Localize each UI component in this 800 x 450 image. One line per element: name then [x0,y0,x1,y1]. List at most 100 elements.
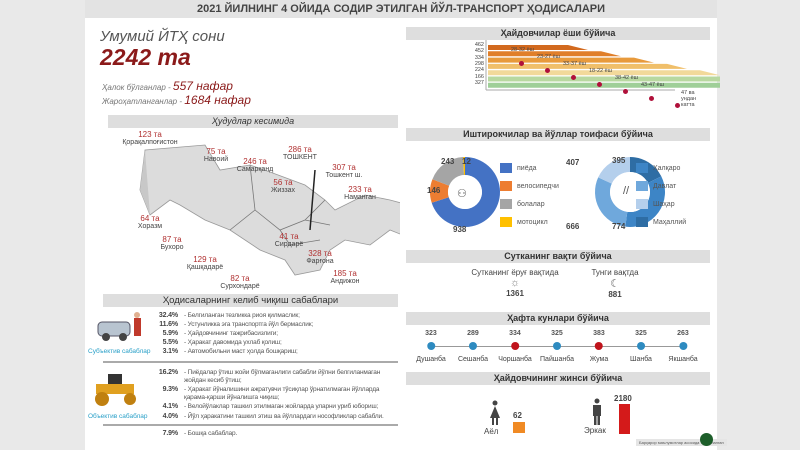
weekday-point: 383 Жума [590,330,609,363]
people-icon: ⚇ [457,188,467,200]
age-y-label: 327 [474,79,484,86]
age-band [488,57,654,63]
legend-swatch [500,217,512,227]
legend-swatch [636,199,648,209]
region-bukhara: 87 та Бухоро [160,235,184,252]
weekday-point: 325 Пайшанба [540,330,574,363]
age-y-label: 298 [474,60,484,67]
male-label: Эркак [584,426,606,435]
total-label: Умумий ЙТҲ сони [100,28,225,45]
donut-slice [625,176,665,227]
age-point [571,75,576,80]
legend-item: пиёда [500,163,537,173]
cause-row: 5.9% - Ҳайдовчининг тажрибасизлиги; [162,330,278,337]
killed-label: Ҳалок бўлганлар - [102,83,173,92]
regions-header: Ҳудудлар кесимида [108,115,398,128]
uzbekistan-map [139,144,400,276]
daytime-label: Сутканинг ёруғ вақтида [471,268,559,277]
weekday-name: Шанба [630,356,652,363]
age-group-label: 28-32 ёш [511,47,535,53]
weekday-count: 325 [551,330,563,337]
age-group-label: 38-42 ёш [615,75,639,81]
weekday-point: 323 Душанба [416,330,446,363]
night-value: 881 [608,290,622,299]
weekday-point: 289 Сешанба [458,330,488,363]
legend-label: болалар [517,200,545,208]
donut-value: 146 [427,186,441,195]
region-tashkent: 286 та ТОШКЕНТ [283,145,317,162]
legend-swatch [636,181,648,191]
gender-header: Ҳайдовчининг жинси бўйича [406,372,710,385]
age-y-label: 334 [474,54,484,61]
page-title: 2021 ЙИЛНИНГ 4 ОЙИДА СОДИР ЭТИЛГАН ЙЎЛ-Т… [85,0,717,18]
legend-swatch [636,163,648,173]
age-group-label: 43-47 ёш [641,82,665,88]
age-y-label: 462 [474,42,484,48]
region-syrdarya: 41 та Сирдарё [274,232,304,249]
divider [103,361,398,363]
age-y-label: 224 [474,67,484,74]
weekday-name: Сешанба [457,356,489,363]
cause-row: 4.0% - Йўл ҳаракатини ташкил этиш ва йўлл… [162,412,384,420]
objective-label: Объектив сабаблар [88,413,148,420]
legend-label: Давлат [653,182,677,190]
age-band [488,82,720,88]
donut-value: 12 [462,157,471,166]
age-band [488,63,687,69]
objective-causes-list: 16.2% - Пиёдалар ўтиш жойи бўлмаганлиги с… [103,369,399,438]
age-chart [485,40,720,91]
cause-row: 9.3% - Ҳаракат йўналишини ажратувчи тўсиқ… [162,386,380,401]
age-header: Ҳайдовчилар ёши бўйича [406,27,710,40]
emblem-logo [700,433,713,446]
causes-header: Ҳодисаларнинг келиб чиқиш сабаблари [103,294,398,307]
weekday-name: Пайшанба [540,356,574,363]
legend-swatch [636,217,648,227]
weekday-dot [678,342,687,350]
donut-slice [598,157,630,184]
weekday-point: 334 Чоршанба [498,330,532,363]
injured-value: 1684 нафар [184,93,251,107]
legend-item: мотоцикл [500,217,548,227]
cause-row: 4.1% - Велойўлаклар ташкил этилмаган жойл… [162,403,379,410]
weekday-name: Якшанба [668,356,698,363]
region-kashkadarya: 129 та Қашқадарё [186,255,224,272]
donut-value: 666 [566,222,580,231]
weekday-count: 383 [593,330,605,337]
legend-label: Маҳаллий [653,218,687,226]
weekday-dot [552,342,561,350]
sun-icon: ☼ [509,277,521,289]
daytime-value: 1361 [506,289,524,298]
male-icon [593,398,601,425]
road-icon: // [623,185,630,197]
donut-slice [430,179,450,203]
age-group-label: 18-22 ёш [589,68,613,74]
age-point [649,96,654,101]
legend-swatch [500,181,512,191]
subjective-label: Субъектив сабаблар [88,348,151,355]
weekday-dot [594,342,603,350]
footer-note: Барқарор маълумотлар асосида тайёрланган [636,439,727,446]
night-label: Тунги вақтда [591,268,639,277]
weekday-count: 334 [509,330,521,337]
legend-item: Давлат [636,181,676,191]
weekday-count: 289 [467,330,479,337]
age-point [675,103,680,108]
car-driver-icon [97,312,141,341]
age-y-label: 452 [474,48,484,55]
region-navoi: 75 та Навоий [203,147,229,164]
donut-slice [463,157,465,176]
donut-value: 395 [612,156,626,165]
age-point [623,89,628,94]
weekday-dot [468,342,477,350]
donut-value: 774 [612,222,626,231]
moon-icon: ☾ [610,278,620,290]
participants-header: Иштирокчилар ва йўллар тоифаси бўйича [406,128,710,141]
weekday-dot [636,342,645,350]
age-point [519,61,524,66]
region-andijan: 185 та Андижон [330,269,360,286]
legend-label: велосипедчи [517,182,559,190]
weekday-name: Душанба [416,356,446,363]
weekday-dot [426,342,435,350]
legend-label: Ҳалқаро [653,164,681,172]
region-namangan: 233 та Наманган [344,185,376,202]
